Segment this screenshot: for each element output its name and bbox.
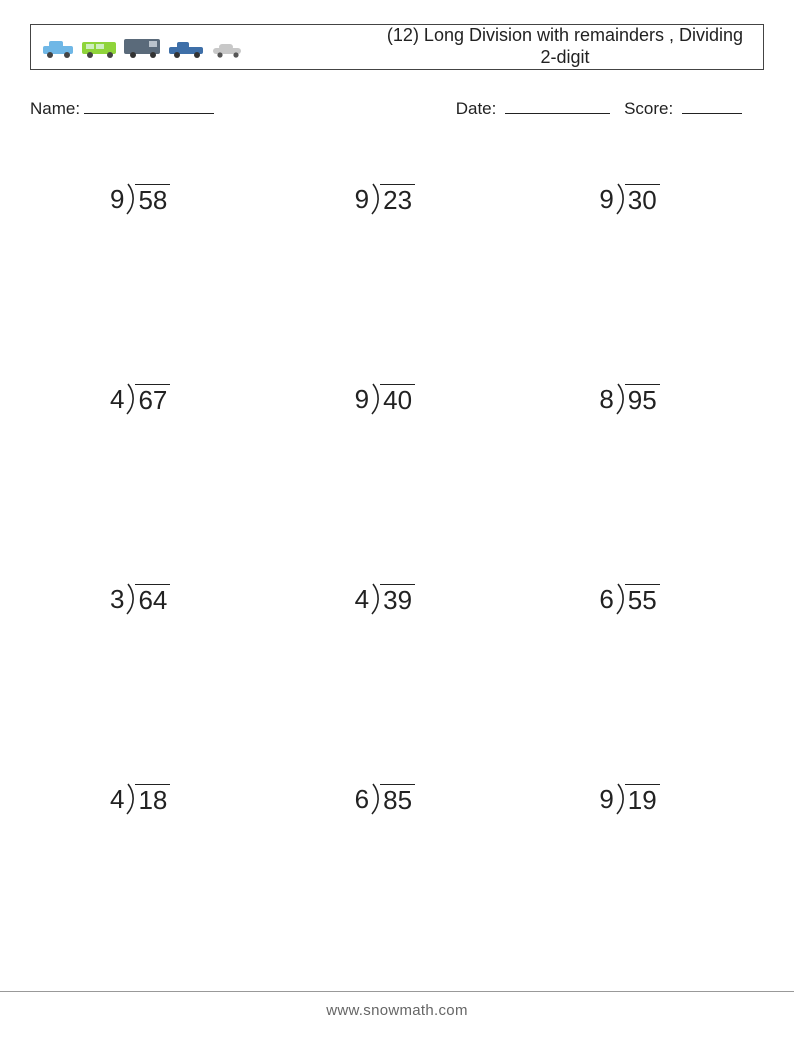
long-division: 8 95 <box>599 384 659 416</box>
long-division: 4 18 <box>110 784 170 816</box>
footer-url: www.snowmath.com <box>326 1002 468 1019</box>
name-label: Name: <box>30 99 80 119</box>
footer: www.snowmath.com <box>0 991 794 1019</box>
problem-9: 6 55 <box>519 574 659 616</box>
long-division: 9 19 <box>599 784 659 816</box>
car-icon <box>41 38 79 58</box>
divisor: 9 <box>110 184 125 215</box>
problem-7: 3 64 <box>30 574 170 616</box>
header-box: (12) Long Division with remainders , Div… <box>30 24 764 70</box>
score-group: Score: <box>624 96 742 119</box>
dividend: 39 <box>380 584 415 616</box>
divisor: 9 <box>355 184 370 215</box>
problem-2: 9 23 <box>275 174 415 216</box>
date-blank[interactable] <box>505 96 610 114</box>
title-line-2: 2-digit <box>377 47 753 69</box>
divisor: 6 <box>355 784 370 815</box>
dividend: 19 <box>625 784 660 816</box>
car-icon <box>167 40 209 58</box>
problem-4: 4 67 <box>30 374 170 416</box>
car-icon <box>81 38 121 58</box>
long-division: 9 58 <box>110 184 170 216</box>
divisor: 3 <box>110 584 125 615</box>
long-division: 6 55 <box>599 584 659 616</box>
long-division: 9 30 <box>599 184 659 216</box>
problem-10: 4 18 <box>30 774 170 816</box>
problem-11: 6 85 <box>275 774 415 816</box>
divisor: 4 <box>110 784 125 815</box>
problem-8: 4 39 <box>275 574 415 616</box>
dividend: 30 <box>625 184 660 216</box>
dividend: 40 <box>380 384 415 416</box>
divisor: 9 <box>599 184 614 215</box>
car-icon <box>211 42 247 58</box>
score-blank[interactable] <box>682 96 742 114</box>
divisor: 4 <box>355 584 370 615</box>
divisor: 8 <box>599 384 614 415</box>
dividend: 67 <box>135 384 170 416</box>
problem-12: 9 19 <box>519 774 659 816</box>
dividend: 58 <box>135 184 170 216</box>
divisor: 9 <box>355 384 370 415</box>
dividend: 85 <box>380 784 415 816</box>
problem-6: 8 95 <box>519 374 659 416</box>
title-line-1: (12) Long Division with remainders , Div… <box>377 25 753 47</box>
divisor: 6 <box>599 584 614 615</box>
dividend: 23 <box>380 184 415 216</box>
dividend: 18 <box>135 784 170 816</box>
long-division: 3 64 <box>110 584 170 616</box>
problems-grid: 9 58 9 23 9 30 4 67 9 40 8 95 3 64 4 39 6 55 4 18 6 85 9 19 <box>30 174 764 974</box>
name-blank[interactable] <box>84 96 214 114</box>
problem-1: 9 58 <box>30 174 170 216</box>
long-division: 6 85 <box>355 784 415 816</box>
long-division: 4 67 <box>110 384 170 416</box>
problem-3: 9 30 <box>519 174 659 216</box>
car-icon <box>123 36 165 58</box>
dividend: 64 <box>135 584 170 616</box>
long-division: 9 40 <box>355 384 415 416</box>
long-division: 9 23 <box>355 184 415 216</box>
dividend: 95 <box>625 384 660 416</box>
divisor: 9 <box>599 784 614 815</box>
info-row: Name: Date: Score: <box>30 96 764 119</box>
worksheet-title: (12) Long Division with remainders , Div… <box>247 25 753 68</box>
header-cars <box>41 36 247 58</box>
problem-5: 9 40 <box>275 374 415 416</box>
date-group: Date: <box>456 96 610 119</box>
dividend: 55 <box>625 584 660 616</box>
worksheet-page: (12) Long Division with remainders , Div… <box>0 0 794 1053</box>
score-label: Score: <box>624 99 673 118</box>
date-label: Date: <box>456 99 497 118</box>
long-division: 4 39 <box>355 584 415 616</box>
info-name-group: Name: <box>30 96 456 119</box>
divisor: 4 <box>110 384 125 415</box>
